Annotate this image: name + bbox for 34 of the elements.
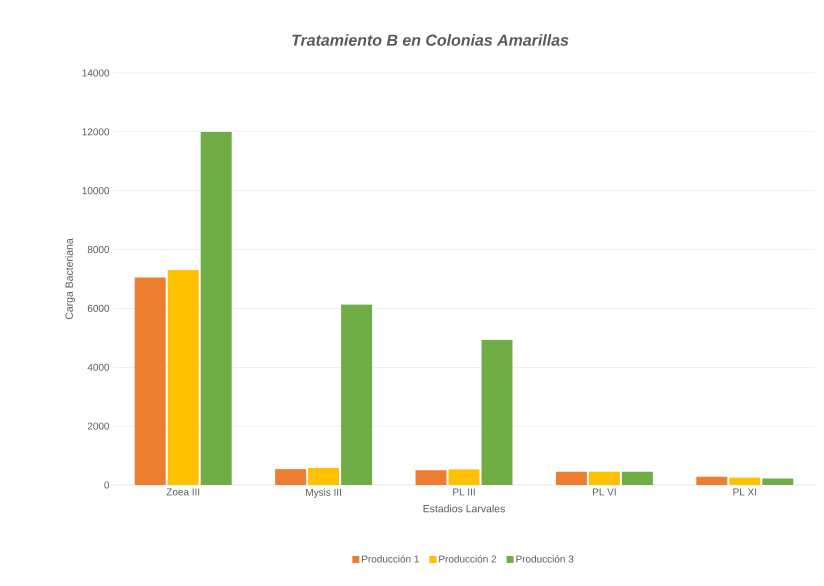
- y-tick-label: 0: [104, 481, 110, 489]
- x-tick-label: PL III: [453, 488, 475, 496]
- y-tick-label: 10000: [82, 187, 110, 194]
- bar: [762, 478, 794, 485]
- y-tick-label: 6000: [88, 304, 110, 312]
- bar: [341, 304, 372, 485]
- x-tick-label: Mysis III: [306, 488, 341, 498]
- x-tick-label: PL XI: [733, 488, 756, 496]
- bar: [556, 472, 587, 485]
- bar: [729, 478, 760, 485]
- x-tick-label: PL VI: [593, 488, 616, 496]
- bar: [134, 278, 166, 485]
- x-axis-title: Estadios Larvales: [424, 504, 505, 512]
- y-tick-label: 4000: [88, 364, 110, 371]
- bar: [622, 472, 653, 485]
- legend-label: Producción 1: [362, 555, 419, 563]
- y-tick-label: 12000: [82, 128, 110, 136]
- bar: [696, 476, 728, 485]
- legend-label: Producción 2: [439, 555, 496, 563]
- legend-label: Producción 3: [516, 555, 574, 563]
- y-tick-label: 2000: [88, 422, 110, 430]
- bar: [588, 472, 620, 485]
- bar: [482, 340, 512, 485]
- bar: [200, 132, 232, 485]
- y-tick-label: 8000: [88, 246, 110, 254]
- bar: [275, 469, 306, 485]
- y-axis-title: Carga Bacteriana: [65, 238, 75, 320]
- chart-title: Tratamiento B en Colonias Amarillas: [292, 34, 568, 46]
- bar: [416, 470, 447, 485]
- bar: [168, 270, 199, 485]
- bar: [308, 468, 340, 485]
- y-tick-label: 14000: [82, 69, 110, 77]
- bar: [448, 469, 480, 485]
- x-tick-label: Zoea III: [166, 488, 200, 496]
